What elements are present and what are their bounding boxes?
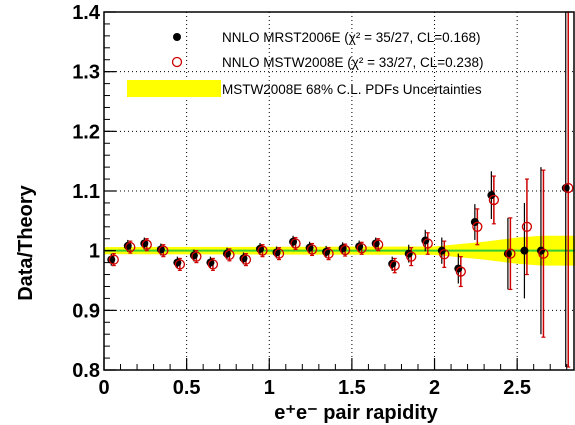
x-tick-label: 1 [264, 377, 275, 399]
data-point-mstw [240, 254, 252, 265]
data-point-mstw [125, 241, 136, 253]
data-point-mstw [257, 245, 268, 256]
data-point-mstw [306, 244, 318, 255]
data-point-mstw [108, 254, 119, 265]
data-point-mstw [290, 238, 301, 249]
y-tick-label: 1.4 [72, 2, 101, 24]
y-tick-label: 1.1 [72, 181, 100, 203]
data-point-mstw [439, 249, 450, 260]
data-point-mstw [373, 239, 384, 250]
y-tick-label: 1 [89, 241, 100, 263]
data-point-mrst [561, 184, 570, 193]
y-tick-label: 0.8 [72, 360, 100, 382]
data-point-mstw [273, 248, 285, 259]
legend-marker-mstw [171, 56, 183, 68]
data-point-mstw [339, 244, 351, 256]
legend: NNLO MRST2006E (χ² = 35/27, CL=0.168) NN… [127, 30, 483, 97]
x-tick-label: 2 [429, 377, 440, 399]
axis-ticks: 0 0.5 1 1.5 2 2.5 0.8 0.9 1 1.1 1.2 1.3 1.4 [72, 2, 568, 399]
data-point-mstw [389, 260, 400, 271]
data-point-mstw [207, 259, 219, 270]
data-points [107, 11, 574, 368]
data-point-mstw [224, 249, 235, 260]
x-tick-label: 2.5 [503, 377, 531, 399]
legend-label-mstw: NNLO MSTW2008E (χ² = 33/27, CL=0.238) [222, 55, 483, 70]
legend-marker-band [127, 80, 221, 97]
data-point-mstw [563, 182, 574, 194]
data-point-mstw [191, 251, 202, 262]
data-point-mstw [505, 248, 516, 259]
data-point-mstw [356, 243, 367, 254]
data-point-mstw [521, 221, 533, 232]
y-tick-label: 1.3 [72, 62, 100, 84]
data-point-mrst [487, 191, 496, 200]
legend-label-mrst: NNLO MRST2006E (χ² = 35/27, CL=0.168) [222, 30, 480, 45]
data-point-mstw [472, 221, 483, 232]
x-axis-title: e⁺e⁻ pair rapidity [274, 402, 438, 424]
data-point-mstw [455, 266, 466, 277]
data-point-mstw [141, 239, 152, 250]
data-point-mstw [174, 259, 186, 270]
x-tick-label: 0 [98, 377, 109, 399]
legend-marker-mrst [173, 33, 181, 41]
x-tick-label: 0.5 [173, 377, 201, 399]
data-point-mstw [158, 245, 169, 256]
x-tick-label: 1.5 [338, 377, 366, 399]
data-point-mstw [422, 238, 433, 249]
y-tick-label: 1.2 [72, 121, 100, 143]
data-point-mrst [470, 218, 479, 227]
legend-label-band: MSTW2008E 68% C.L. PDFs Uncertainties [222, 82, 482, 97]
data-point-mstw [538, 248, 549, 259]
data-point-mstw [323, 248, 334, 259]
y-tick-label: 0.9 [72, 300, 100, 322]
y-axis-title: Data/Theory [15, 184, 37, 300]
data-point-mstw [488, 194, 500, 206]
data-point-mrst [503, 249, 512, 258]
data-point-mrst [520, 246, 529, 255]
data-point-mstw [406, 251, 417, 262]
